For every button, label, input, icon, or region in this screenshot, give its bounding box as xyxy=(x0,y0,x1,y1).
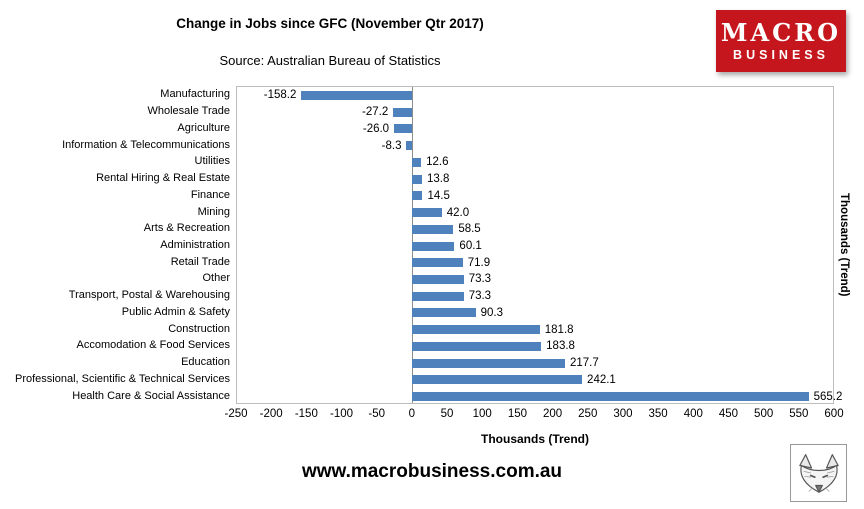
category-labels: Manufacturing Wholesale Trade Agriculture I… xyxy=(0,86,230,404)
value-label: -27.2 xyxy=(362,106,389,119)
value-label: 90.3 xyxy=(480,306,503,319)
category-label: Professional, Scientific & Technical Ser… xyxy=(14,372,230,385)
plot-area: -158.2 -27.2 -26.0 -8.3 12.6 13.8 14.5 42.0 58.5… xyxy=(236,86,842,404)
value-label: 242.1 xyxy=(587,373,616,386)
x-tick-label: 500 xyxy=(754,408,774,420)
category-label: Education xyxy=(181,356,230,369)
bar xyxy=(412,308,476,318)
bar xyxy=(412,274,464,284)
x-tick-label: 50 xyxy=(440,408,454,420)
x-tick-label: -100 xyxy=(330,408,354,420)
bar xyxy=(412,174,422,184)
category-label: Mining xyxy=(197,205,230,218)
x-tick-label: 250 xyxy=(578,408,598,420)
x-tick-label: 100 xyxy=(472,408,492,420)
value-label: 217.7 xyxy=(569,357,599,370)
bar xyxy=(412,258,463,268)
value-label: -158.2 xyxy=(263,89,297,102)
x-tick-label: -150 xyxy=(294,408,318,420)
value-label: -26.0 xyxy=(362,122,390,135)
fox-icon xyxy=(798,454,839,493)
x-tick-label: 400 xyxy=(683,408,703,420)
x-tick-label: -250 xyxy=(224,408,248,420)
x-tick-label: 600 xyxy=(824,408,844,420)
bar xyxy=(412,241,455,251)
x-tick-label: -200 xyxy=(259,408,283,420)
category-label: Other xyxy=(202,272,230,285)
category-label: Wholesale Trade xyxy=(147,105,230,118)
footer-url[interactable]: www.macrobusiness.com.au xyxy=(301,461,563,482)
bar xyxy=(412,392,809,402)
y-axis-title-right: Thousands (Trend) xyxy=(838,193,850,297)
bar xyxy=(406,141,413,151)
macrobusiness-logo[interactable]: MACRO BUSINESS xyxy=(716,10,846,72)
bar xyxy=(412,375,583,385)
value-label: 181.8 xyxy=(544,323,574,336)
bar xyxy=(394,124,413,134)
logo-text-business: BUSINESS xyxy=(733,48,829,63)
x-tick-label: 550 xyxy=(789,408,809,420)
category-label: Administration xyxy=(160,238,230,251)
chart-title: Change in Jobs since GFC (November Qtr 2… xyxy=(176,16,484,31)
bar xyxy=(412,157,422,167)
x-axis-title: Thousands (Trend) xyxy=(481,432,589,446)
category-label: Transport, Postal & Warehousing xyxy=(68,289,230,302)
value-label: 12.6 xyxy=(426,156,449,169)
category-label: Rental Hiring & Real Estate xyxy=(96,172,230,185)
category-label: Accomodation & Food Services xyxy=(76,339,230,352)
value-label: -8.3 xyxy=(381,139,402,152)
bar xyxy=(412,224,454,234)
category-label: Finance xyxy=(190,188,230,201)
x-tick-label: 0 xyxy=(408,408,416,420)
category-label: Arts & Recreation xyxy=(143,222,230,235)
category-label: Manufacturing xyxy=(160,88,230,101)
x-ticks: -250 -200 -150 -100 -50 0 50 100 150 200 250 300 350… xyxy=(224,408,843,422)
value-label: 565.2 xyxy=(813,390,843,403)
bar xyxy=(412,358,565,368)
category-label: Public Admin & Safety xyxy=(121,305,230,318)
value-label: 73.3 xyxy=(468,273,492,286)
x-tick-label: 300 xyxy=(613,408,633,420)
category-label: Retail Trade xyxy=(170,255,230,268)
category-label: Utilities xyxy=(194,155,230,168)
fox-logo xyxy=(790,444,847,502)
bar xyxy=(412,191,423,201)
category-label: Health Care & Social Assistance xyxy=(72,389,230,402)
value-label: 58.5 xyxy=(458,223,481,236)
bar xyxy=(393,107,413,117)
value-label: 60.1 xyxy=(459,240,482,252)
bar xyxy=(412,291,464,301)
x-tick-label: 200 xyxy=(542,408,563,420)
bar xyxy=(412,325,540,335)
category-label: Construction xyxy=(168,322,230,335)
bar xyxy=(301,90,413,100)
logo-text-macro: MACRO xyxy=(720,17,842,47)
value-label: 73.3 xyxy=(468,290,492,303)
category-label: Agriculture xyxy=(177,121,230,134)
value-label: 183.8 xyxy=(546,340,575,353)
value-label: 14.5 xyxy=(427,189,450,202)
x-tick-label: 450 xyxy=(718,408,739,420)
value-label: 13.8 xyxy=(426,173,450,186)
value-label: 71.9 xyxy=(467,256,491,269)
bar xyxy=(412,208,442,218)
chart-source: Source: Australian Bureau of Statistics xyxy=(219,53,441,68)
value-label: 42.0 xyxy=(446,206,470,219)
category-label: Information & Telecommunications xyxy=(62,138,230,151)
bar xyxy=(412,341,542,351)
x-tick-label: 350 xyxy=(648,408,668,420)
x-tick-label: -50 xyxy=(368,408,386,420)
x-tick-label: 150 xyxy=(507,408,527,420)
